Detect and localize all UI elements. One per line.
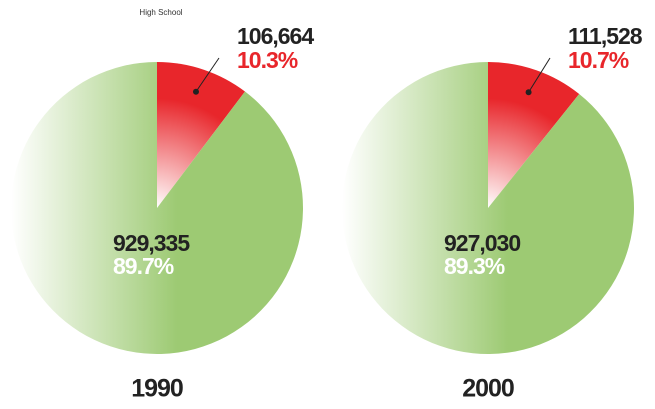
leader-line	[195, 57, 220, 93]
value-label: 106,664	[237, 23, 314, 49]
percent-label: 10.7%	[568, 47, 629, 73]
percent-label: 89.3%	[444, 253, 505, 279]
value-label: 111,528	[568, 23, 643, 49]
pie-slice	[10, 62, 303, 355]
percent-label: 10.3%	[237, 47, 298, 73]
chart-title: 2000	[462, 375, 514, 403]
pie-slice	[488, 62, 580, 208]
percent-label: 89.7%	[113, 253, 174, 279]
leader-dot	[525, 89, 532, 96]
value-label: 927,030	[444, 230, 520, 256]
pie-slice	[157, 62, 245, 208]
pie-slice	[342, 62, 635, 354]
chart-subtitle: High School	[139, 8, 182, 17]
chart-title: 1990	[131, 375, 183, 403]
leader-dot	[192, 88, 199, 95]
leader-line	[528, 57, 551, 93]
value-label: 929,335	[113, 230, 190, 256]
